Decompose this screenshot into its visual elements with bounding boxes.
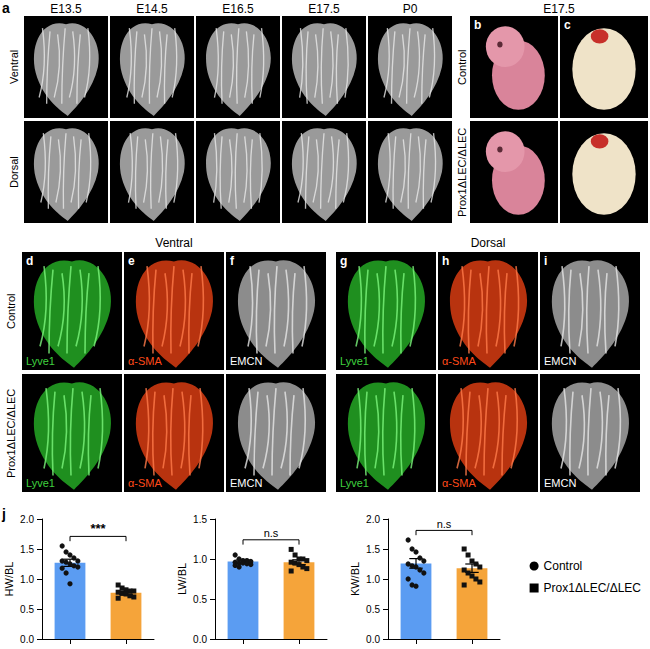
html-text:E17.5: E17.5 — [543, 2, 575, 16]
svg-text:0.5: 0.5 — [366, 604, 380, 615]
html-text:Dorsal: Dorsal — [8, 156, 20, 188]
html-text:h: h — [442, 254, 450, 268]
html-text:Ventral: Ventral — [155, 236, 193, 250]
html-text:EMCN: EMCN — [544, 355, 577, 367]
html-text:E14.5: E14.5 — [136, 2, 168, 16]
svg-text:Control: Control — [544, 559, 583, 573]
svg-text:0.0: 0.0 — [193, 634, 207, 645]
html-text:i: i — [544, 254, 548, 268]
svg-text:1.0: 1.0 — [193, 554, 207, 565]
html-text:α-SMA: α-SMA — [128, 355, 162, 367]
svg-text:n.s: n.s — [264, 527, 279, 539]
html-text:j: j — [2, 506, 6, 522]
svg-text:1.0: 1.0 — [20, 574, 34, 585]
html-text:Control: Control — [456, 49, 468, 85]
html-text:Prox1ΔLEC/ΔLEC: Prox1ΔLEC/ΔLEC — [5, 388, 17, 478]
html-text:Control: Control — [5, 293, 17, 329]
svg-text:0.0: 0.0 — [20, 634, 34, 645]
html-text:E16.5: E16.5 — [222, 2, 254, 16]
html-text:Lyve1: Lyve1 — [26, 355, 55, 367]
svg-text:0.0: 0.0 — [366, 634, 380, 645]
svg-text:1.5: 1.5 — [20, 544, 34, 555]
html-text:b: b — [474, 18, 482, 32]
html-text:E13.5: E13.5 — [50, 2, 82, 16]
html-text:EMCN: EMCN — [230, 477, 263, 489]
svg-text:2.0: 2.0 — [366, 514, 380, 525]
svg-text:HW/BL: HW/BL — [3, 562, 15, 597]
svg-text:***: *** — [90, 521, 106, 536]
svg-text:Prox1ΔLEC/ΔLEC: Prox1ΔLEC/ΔLEC — [544, 581, 642, 595]
svg-text:KW/BL: KW/BL — [349, 562, 361, 596]
html-text:Ventral: Ventral — [8, 49, 20, 85]
html-text:g: g — [340, 254, 348, 268]
svg-text:n.s: n.s — [437, 518, 452, 530]
svg-text:LW/BL: LW/BL — [176, 563, 188, 595]
html-text:e: e — [128, 254, 135, 268]
html-text:Lyve1: Lyve1 — [340, 355, 369, 367]
html-text:c: c — [564, 18, 571, 32]
html-text:E17.5: E17.5 — [308, 2, 340, 16]
html-text:Dorsal: Dorsal — [470, 236, 506, 250]
html-text:d: d — [26, 254, 34, 268]
html-text:a: a — [2, 0, 10, 16]
html-text:Lyve1: Lyve1 — [26, 477, 55, 489]
svg-text:1.5: 1.5 — [193, 514, 207, 525]
svg-text:0.5: 0.5 — [193, 594, 207, 605]
svg-text:1.0: 1.0 — [366, 574, 380, 585]
html-text:Lyve1: Lyve1 — [340, 477, 369, 489]
svg-text:2.0: 2.0 — [20, 514, 34, 525]
html-text:α-SMA: α-SMA — [442, 477, 476, 489]
html-text:P0: P0 — [402, 2, 418, 16]
html-text:α-SMA: α-SMA — [128, 477, 162, 489]
html-text:EMCN: EMCN — [544, 477, 577, 489]
svg-text:1.5: 1.5 — [366, 544, 380, 555]
html-text:EMCN: EMCN — [230, 355, 263, 367]
svg-text:0.5: 0.5 — [20, 604, 34, 615]
html-text:α-SMA: α-SMA — [442, 355, 476, 367]
html-text:f: f — [230, 254, 234, 268]
html-text:Prox1ΔLEC/ΔLEC: Prox1ΔLEC/ΔLEC — [456, 127, 468, 217]
